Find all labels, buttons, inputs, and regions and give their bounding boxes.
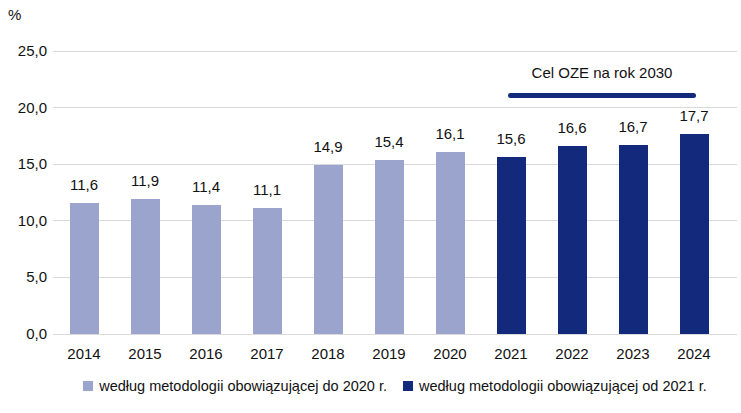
x-tick-label-2016: 2016 xyxy=(175,345,237,363)
y-tick-label: 20,0 xyxy=(0,99,47,117)
bar-value-label-2016: 11,4 xyxy=(176,178,236,196)
legend-label-new-methodology: według metodologii obowiązującej od 2021… xyxy=(419,377,707,395)
bar-value-label-2017: 11,1 xyxy=(237,181,297,199)
x-tick-label-2015: 2015 xyxy=(114,345,176,363)
target-annotation-line xyxy=(508,93,696,98)
x-tick-label-2017: 2017 xyxy=(236,345,298,363)
x-tick-label-2014: 2014 xyxy=(53,345,115,363)
bar-2022 xyxy=(558,146,587,334)
bar-2018 xyxy=(314,165,343,334)
y-tick-label: 10,0 xyxy=(0,212,47,230)
bar-2021 xyxy=(497,157,526,334)
bar-value-label-2021: 15,6 xyxy=(481,130,541,148)
legend-item-new-methodology: według metodologii obowiązującej od 2021… xyxy=(403,377,707,395)
bar-chart: % 0,0 5,0 10,0 15,0 20,0 25,0 11,6 2014 11,9 2015… xyxy=(0,0,741,413)
bar-2016 xyxy=(192,205,221,334)
x-tick-label-2023: 2023 xyxy=(602,345,664,363)
legend-label-old-methodology: według metodologii obowiązującej do 2020… xyxy=(99,377,387,395)
bar-value-label-2020: 16,1 xyxy=(420,125,480,143)
y-tick-label: 15,0 xyxy=(0,155,47,173)
bar-2014 xyxy=(70,203,99,334)
bar-value-label-2023: 16,7 xyxy=(603,118,663,136)
y-tick-label: 0,0 xyxy=(0,325,47,343)
y-axis-unit-label: % xyxy=(8,6,21,24)
bar-2024 xyxy=(680,134,709,334)
bar-2019 xyxy=(375,160,404,334)
x-tick-label-2021: 2021 xyxy=(480,345,542,363)
bar-value-label-2015: 11,9 xyxy=(115,172,175,190)
bar-value-label-2018: 14,9 xyxy=(298,138,358,156)
x-tick-label-2024: 2024 xyxy=(663,345,725,363)
legend: według metodologii obowiązującej do 2020… xyxy=(53,375,737,397)
x-tick-label-2019: 2019 xyxy=(358,345,420,363)
legend-item-old-methodology: według metodologii obowiązującej do 2020… xyxy=(83,377,387,395)
x-tick-label-2022: 2022 xyxy=(541,345,603,363)
gridline-25,0 xyxy=(53,51,737,52)
bar-value-label-2019: 15,4 xyxy=(359,133,419,151)
bar-value-label-2014: 11,6 xyxy=(54,176,114,194)
bar-2015 xyxy=(131,199,160,334)
x-tick-label-2018: 2018 xyxy=(297,345,359,363)
legend-marker-old-methodology xyxy=(83,381,93,391)
y-tick-label: 5,0 xyxy=(0,268,47,286)
bar-value-label-2022: 16,6 xyxy=(542,119,602,137)
legend-marker-new-methodology xyxy=(403,381,413,391)
bar-value-label-2024: 17,7 xyxy=(664,107,724,125)
bar-2023 xyxy=(619,145,648,334)
bar-2020 xyxy=(436,152,465,334)
target-annotation-label: Cel OZE na rok 2030 xyxy=(482,63,722,83)
y-tick-label: 25,0 xyxy=(0,42,47,60)
x-tick-label-2020: 2020 xyxy=(419,345,481,363)
bar-2017 xyxy=(253,208,282,334)
gridline-20,0 xyxy=(53,107,737,108)
